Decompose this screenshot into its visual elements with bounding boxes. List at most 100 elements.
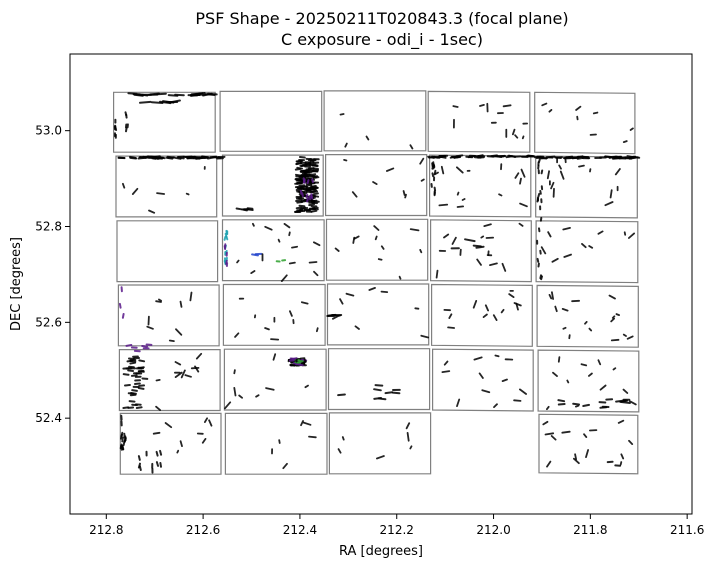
psf-whisker — [377, 397, 387, 401]
psf-whisker — [478, 372, 484, 379]
psf-whisker — [629, 127, 634, 131]
psf-whisker — [123, 436, 127, 443]
psf-whisker — [447, 326, 456, 329]
psf-whisker — [294, 167, 302, 171]
ccd-outline-17 — [326, 283, 430, 346]
ccd-outline-16 — [222, 283, 326, 346]
psf-whisker — [622, 333, 627, 337]
psf-whisker — [308, 261, 318, 264]
psf-whisker — [189, 291, 193, 302]
psf-whisker — [131, 389, 138, 392]
psf-whisker — [122, 373, 130, 376]
psf-whisker — [121, 313, 125, 319]
psf-whisker — [493, 403, 498, 409]
psf-whisker — [131, 187, 139, 196]
psf-whisker — [125, 127, 128, 133]
psf-whisker — [312, 168, 319, 172]
psf-whisker — [448, 313, 453, 320]
psf-whisker — [480, 235, 485, 239]
psf-whisker — [597, 359, 602, 366]
psf-whisker — [138, 359, 146, 363]
psf-whisker — [539, 190, 542, 195]
psf-whisker — [343, 158, 348, 162]
psf-whisker — [353, 235, 360, 240]
psf-whisker — [548, 109, 553, 113]
psf-whisker — [155, 156, 164, 160]
psf-whisker — [305, 193, 309, 199]
psf-whisker — [121, 436, 124, 443]
chart-title: PSF Shape - 20250211T020843.3 (focal pla… — [195, 9, 568, 28]
psf-whisker — [141, 345, 148, 348]
psf-whisker — [465, 155, 474, 159]
psf-whisker — [611, 315, 616, 319]
ccd-outline-27 — [328, 412, 432, 475]
psf-whisker — [554, 156, 562, 159]
psf-whisker — [184, 374, 192, 378]
psf-whisker — [299, 189, 303, 195]
psf-whisker — [619, 400, 631, 404]
psf-whisker — [588, 245, 594, 249]
psf-whisker — [334, 247, 340, 252]
psf-whisker — [626, 155, 635, 159]
ccd-outline-18 — [431, 283, 533, 347]
ccd-outline-14 — [535, 220, 639, 284]
psf-whisker — [180, 369, 186, 379]
psf-whisker — [118, 302, 122, 309]
psf-whisker — [519, 388, 527, 395]
psf-whisker — [201, 155, 210, 159]
psf-whisker — [298, 204, 306, 208]
psf-whisker — [152, 431, 161, 435]
psf-whisker — [599, 384, 607, 391]
psf-whisker — [489, 262, 498, 267]
psf-whisker — [609, 189, 613, 199]
psf-whisker — [233, 369, 236, 375]
psf-whisker — [622, 140, 628, 144]
psf-whisker — [456, 398, 461, 408]
psf-whisker — [561, 307, 569, 312]
psf-whisker — [456, 191, 460, 196]
ccd-outline-0 — [112, 91, 216, 153]
ccd-outline-22 — [327, 348, 431, 411]
psf-whisker — [537, 192, 541, 198]
psf-whisker — [168, 339, 175, 343]
psf-whisker — [515, 302, 519, 311]
psf-whisker — [562, 326, 567, 330]
psf-whisker — [550, 435, 557, 441]
psf-whisker — [122, 406, 130, 409]
psf-whisker — [608, 294, 616, 300]
psf-whisker — [312, 192, 319, 196]
psf-whisker — [124, 384, 131, 387]
ccd-outline-26 — [224, 412, 328, 475]
psf-whisker — [409, 228, 420, 232]
psf-whisker — [372, 181, 378, 186]
psf-whisker — [455, 166, 464, 174]
psf-whisker — [294, 182, 301, 185]
y-axis-label: DEC [degrees] — [9, 237, 24, 331]
psf-whisker — [441, 370, 451, 374]
psf-whisker — [202, 92, 213, 97]
psf-whisker — [176, 449, 180, 454]
psf-whisker — [632, 155, 641, 159]
psf-whisker — [339, 113, 345, 116]
psf-whisker — [588, 327, 593, 332]
psf-whisker — [552, 371, 558, 378]
psf-whisker — [472, 244, 482, 248]
psf-whisker — [159, 449, 163, 456]
psf-whisker — [311, 178, 314, 184]
psf-whisker — [224, 401, 232, 410]
psf-whisker — [265, 387, 275, 391]
psf-whisker — [130, 374, 138, 377]
psf-whisker — [277, 238, 281, 243]
psf-whisker — [544, 432, 555, 436]
psf-whisker — [557, 399, 566, 403]
psf-whisker — [419, 157, 425, 165]
psf-whisker — [391, 391, 401, 395]
psf-whisker — [304, 384, 309, 389]
psf-whisker — [128, 365, 135, 369]
psf-whisker — [373, 225, 380, 231]
psf-whisker — [122, 182, 126, 189]
psf-whisker — [550, 181, 555, 190]
psf-whisker — [132, 93, 144, 97]
ccd-outline-8 — [429, 154, 532, 218]
psf-whisker — [542, 420, 549, 426]
